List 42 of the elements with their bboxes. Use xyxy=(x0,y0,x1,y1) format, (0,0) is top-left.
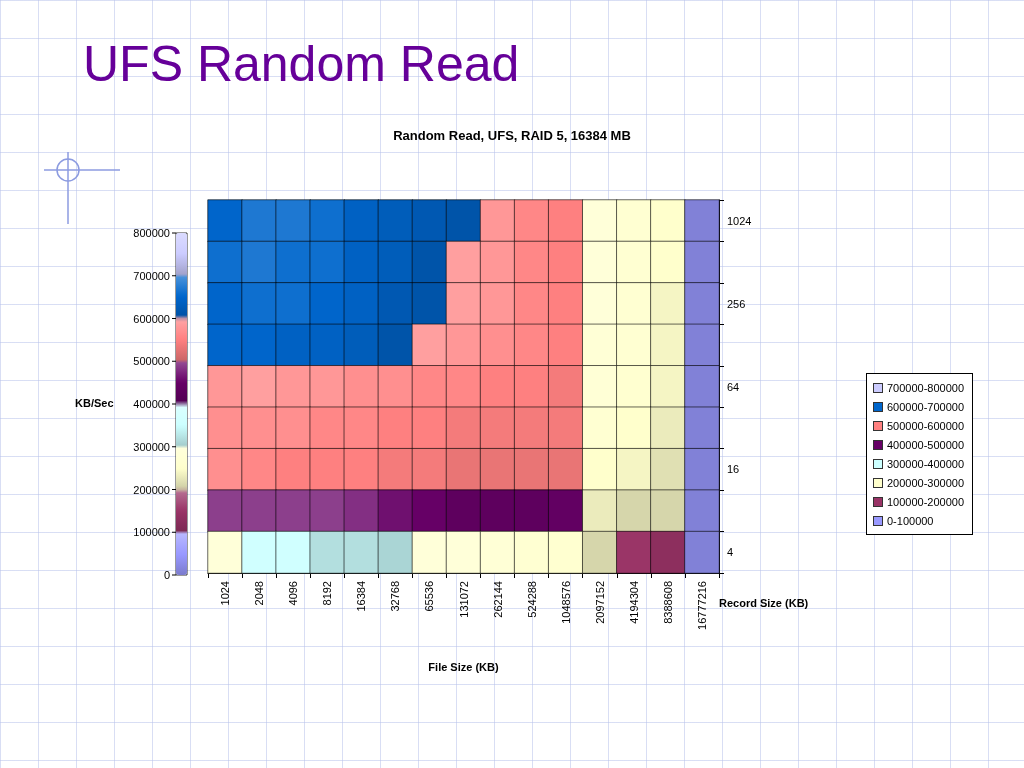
color-bar-label: 700000 xyxy=(133,269,170,282)
x-tick-label: 262144 xyxy=(491,581,504,618)
x-tick-label: 2048 xyxy=(253,581,266,606)
x-tick-label: 1024 xyxy=(219,581,232,606)
color-bar-label: 800000 xyxy=(133,227,170,239)
x-tick-label: 131072 xyxy=(457,581,470,618)
color-bar-label: 500000 xyxy=(133,355,170,368)
x-tick-label: 65536 xyxy=(423,581,436,612)
color-bar-label: 0 xyxy=(163,569,170,581)
text: 600000-700000 xyxy=(887,400,965,413)
color-bar-label: 100000 xyxy=(133,526,170,539)
color-bar-title: KB/Sec xyxy=(75,397,114,409)
x-tick-label: 8388608 xyxy=(661,581,674,624)
text: 0-100000 xyxy=(887,514,934,527)
text: 500000-600000 xyxy=(887,419,965,432)
x-tick-label: 32768 xyxy=(389,581,402,612)
text: 100000-200000 xyxy=(887,495,965,508)
chart-subtitle: Random Read, UFS, RAID 5, 16384 MB xyxy=(393,128,631,143)
y-tick-label: 64 xyxy=(727,380,740,393)
x-tick-label: 16777216 xyxy=(695,581,708,630)
y-tick-label: 16 xyxy=(727,463,740,476)
text: 200000-300000 xyxy=(887,476,965,489)
x-tick-label: 2097152 xyxy=(593,581,606,624)
y-tick-label: 1024 xyxy=(727,214,752,227)
x-tick-label: 4194304 xyxy=(627,581,640,624)
y-tick-label: 4 xyxy=(727,546,734,559)
y-axis-title: Record Size (KB) xyxy=(719,596,809,609)
color-bar-label: 300000 xyxy=(133,440,170,453)
x-tick-label: 524288 xyxy=(525,581,538,618)
text: 700000-800000 xyxy=(887,381,965,394)
x-tick-label: 16384 xyxy=(355,581,368,612)
x-tick-label: 4096 xyxy=(287,581,300,606)
color-bar-label: 400000 xyxy=(133,398,170,410)
chart-title: UFS Random Read xyxy=(83,36,520,92)
color-bar-label: 600000 xyxy=(133,312,170,325)
color-bar-label: 200000 xyxy=(133,483,170,496)
text: 300000-400000 xyxy=(887,457,965,470)
x-axis-title: File Size (KB) xyxy=(428,660,499,673)
text: 400000-500000 xyxy=(887,438,965,451)
y-tick-label: 256 xyxy=(727,297,746,310)
x-tick-label: 1048576 xyxy=(559,581,572,624)
x-tick-label: 8192 xyxy=(321,581,334,606)
